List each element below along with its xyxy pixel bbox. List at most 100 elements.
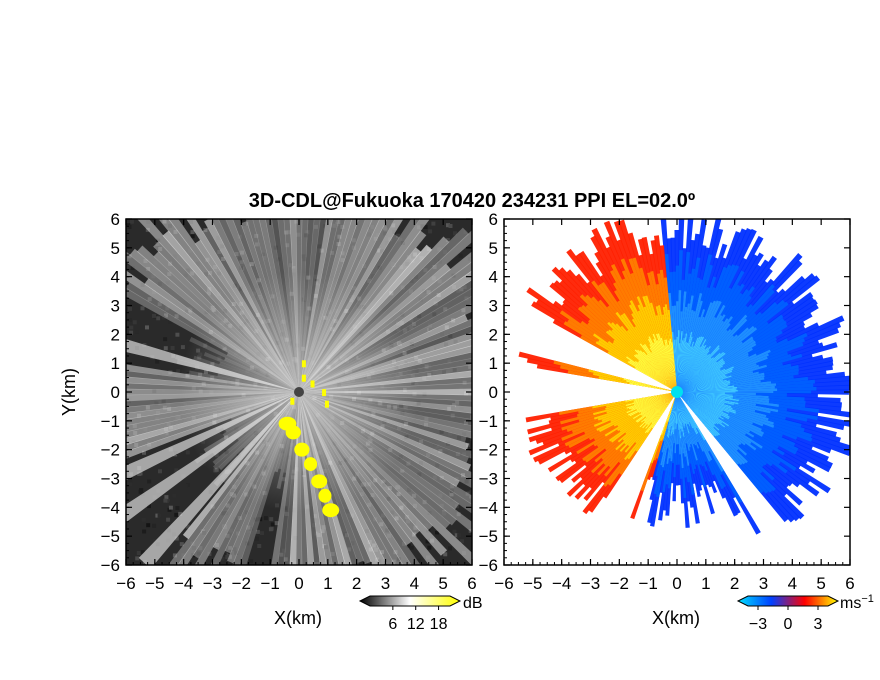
y-tick-label: 5 (489, 239, 498, 258)
noise-cell (386, 496, 391, 501)
velocity-beam (628, 392, 677, 416)
x-tick-label: −3 (203, 574, 222, 593)
y-tick-label: 5 (111, 239, 120, 258)
velocity-beam (652, 342, 677, 392)
noise-cell (183, 483, 188, 488)
velocity-beam (645, 392, 677, 430)
noise-cell (447, 359, 452, 364)
velocity-beam (644, 392, 677, 434)
yellow-echo-cell (301, 360, 306, 368)
y-tick-label: −3 (101, 470, 120, 489)
velocity-beam (677, 331, 693, 392)
noise-cell (281, 548, 286, 553)
colorbar-tick-label: 3 (814, 616, 823, 633)
y-tick-label: −6 (101, 556, 120, 575)
noise-cell (446, 370, 451, 375)
noise-cell (424, 523, 428, 528)
noise-cell (427, 545, 432, 550)
noise-cell (172, 493, 177, 498)
yellow-echo-cell (310, 380, 315, 388)
velocity-beam (677, 357, 712, 392)
noise-cell (228, 546, 233, 551)
velocity-beam (625, 356, 677, 392)
x-tick-label: 4 (788, 574, 797, 593)
noise-cell (175, 332, 180, 337)
x-tick-label: 4 (410, 574, 419, 593)
noise-cell (337, 234, 342, 239)
noise-cell (176, 369, 181, 374)
noise-cell (161, 432, 166, 437)
colorbar-unit: dB (463, 595, 483, 612)
velocity-beam (667, 392, 677, 422)
noise-cell (312, 523, 317, 528)
velocity-beam (636, 349, 677, 392)
noise-cell (140, 306, 145, 311)
noise-cell (468, 528, 472, 533)
radar-site-marker-right (671, 386, 683, 398)
velocity-beam (677, 342, 688, 392)
noise-cell (147, 479, 152, 484)
noise-cell (134, 443, 139, 447)
noise-cell (406, 461, 411, 466)
noise-cell (165, 499, 170, 503)
velocity-beam (636, 392, 677, 424)
velocity-beam (642, 392, 677, 417)
noise-cell (170, 346, 175, 350)
y-tick-label: 0 (489, 383, 498, 402)
noise-cell (458, 253, 463, 258)
velocity-beam (643, 344, 677, 392)
noise-cell (450, 413, 455, 418)
noise-cell (260, 531, 264, 536)
y-tick-label: 3 (489, 297, 498, 316)
noise-cell (379, 522, 384, 527)
noise-cell (425, 555, 430, 560)
noise-cell (450, 405, 455, 410)
noise-cell (347, 547, 352, 552)
noise-cell (390, 510, 395, 515)
noise-cell (186, 483, 190, 487)
noise-cell (181, 553, 186, 558)
x-tick-label: 2 (352, 574, 361, 593)
velocity-beam (677, 336, 705, 392)
velocity-beam (645, 392, 677, 418)
noise-cell (443, 552, 448, 557)
velocity-beam (677, 392, 718, 437)
x-tick-label: 2 (730, 574, 739, 593)
velocity-colorbar: −3 0 3 ms−1 (736, 593, 874, 633)
noise-cell (396, 557, 401, 562)
velocity-beam (677, 392, 699, 434)
velocity-beam (677, 346, 701, 392)
noise-cell (452, 529, 457, 534)
yellow-echo-cell (303, 457, 318, 472)
noise-cell (274, 521, 279, 526)
noise-cell (428, 323, 433, 328)
noise-cell (461, 473, 465, 478)
yellow-echo-cell (294, 442, 310, 457)
x-tick-label: 0 (294, 574, 303, 593)
noise-cell (221, 552, 226, 557)
noise-cell (443, 250, 448, 255)
velocity-beam (677, 392, 739, 402)
y-tick-label: −6 (479, 556, 498, 575)
y-tick-label: −1 (479, 412, 498, 431)
noise-cell (416, 558, 421, 563)
noise-cell (470, 415, 472, 420)
noise-cell (446, 223, 450, 228)
noise-cell (409, 318, 414, 323)
velocity-beam (651, 392, 677, 424)
velocity-beam (677, 352, 726, 392)
noise-cell (448, 224, 453, 228)
x-tick-label: −6 (116, 574, 135, 593)
velocity-beam (634, 354, 677, 392)
velocity-beams (518, 219, 850, 535)
noise-cell (253, 517, 258, 522)
noise-cell (470, 436, 472, 441)
x-tick-label: 1 (323, 574, 332, 593)
noise-cell (172, 553, 177, 558)
noise-cell (455, 400, 460, 405)
yellow-echo-cell (285, 425, 301, 440)
noise-cell (304, 233, 308, 238)
noise-cell (468, 364, 472, 369)
noise-cell (138, 489, 143, 494)
noise-cell (180, 345, 185, 350)
